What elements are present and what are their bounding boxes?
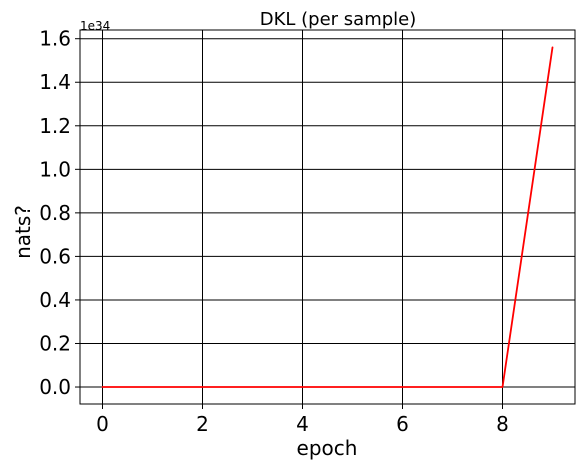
- y-tick-label: 1.2: [39, 114, 71, 138]
- x-tick-label: 6: [396, 412, 409, 436]
- chart-title: DKL (per sample): [260, 9, 417, 30]
- y-axis-offset-label: 1e34: [80, 19, 110, 33]
- y-tick-label: 0.6: [39, 244, 71, 268]
- y-axis-label: nats?: [11, 205, 35, 259]
- y-tick-label: 0.2: [39, 331, 71, 355]
- x-tick-label: 0: [96, 412, 109, 436]
- y-tick-label: 1.6: [39, 27, 71, 51]
- x-tick-label: 2: [196, 412, 209, 436]
- y-tick-label: 1.4: [39, 70, 71, 94]
- x-tick-label: 8: [496, 412, 509, 436]
- x-axis-label: epoch: [297, 436, 358, 460]
- y-tick-label: 0.4: [39, 288, 71, 312]
- y-tick-label: 0.0: [39, 375, 71, 399]
- y-tick-label: 0.8: [39, 201, 71, 225]
- y-tick-label: 1.0: [39, 157, 71, 181]
- x-tick-label: 4: [296, 412, 309, 436]
